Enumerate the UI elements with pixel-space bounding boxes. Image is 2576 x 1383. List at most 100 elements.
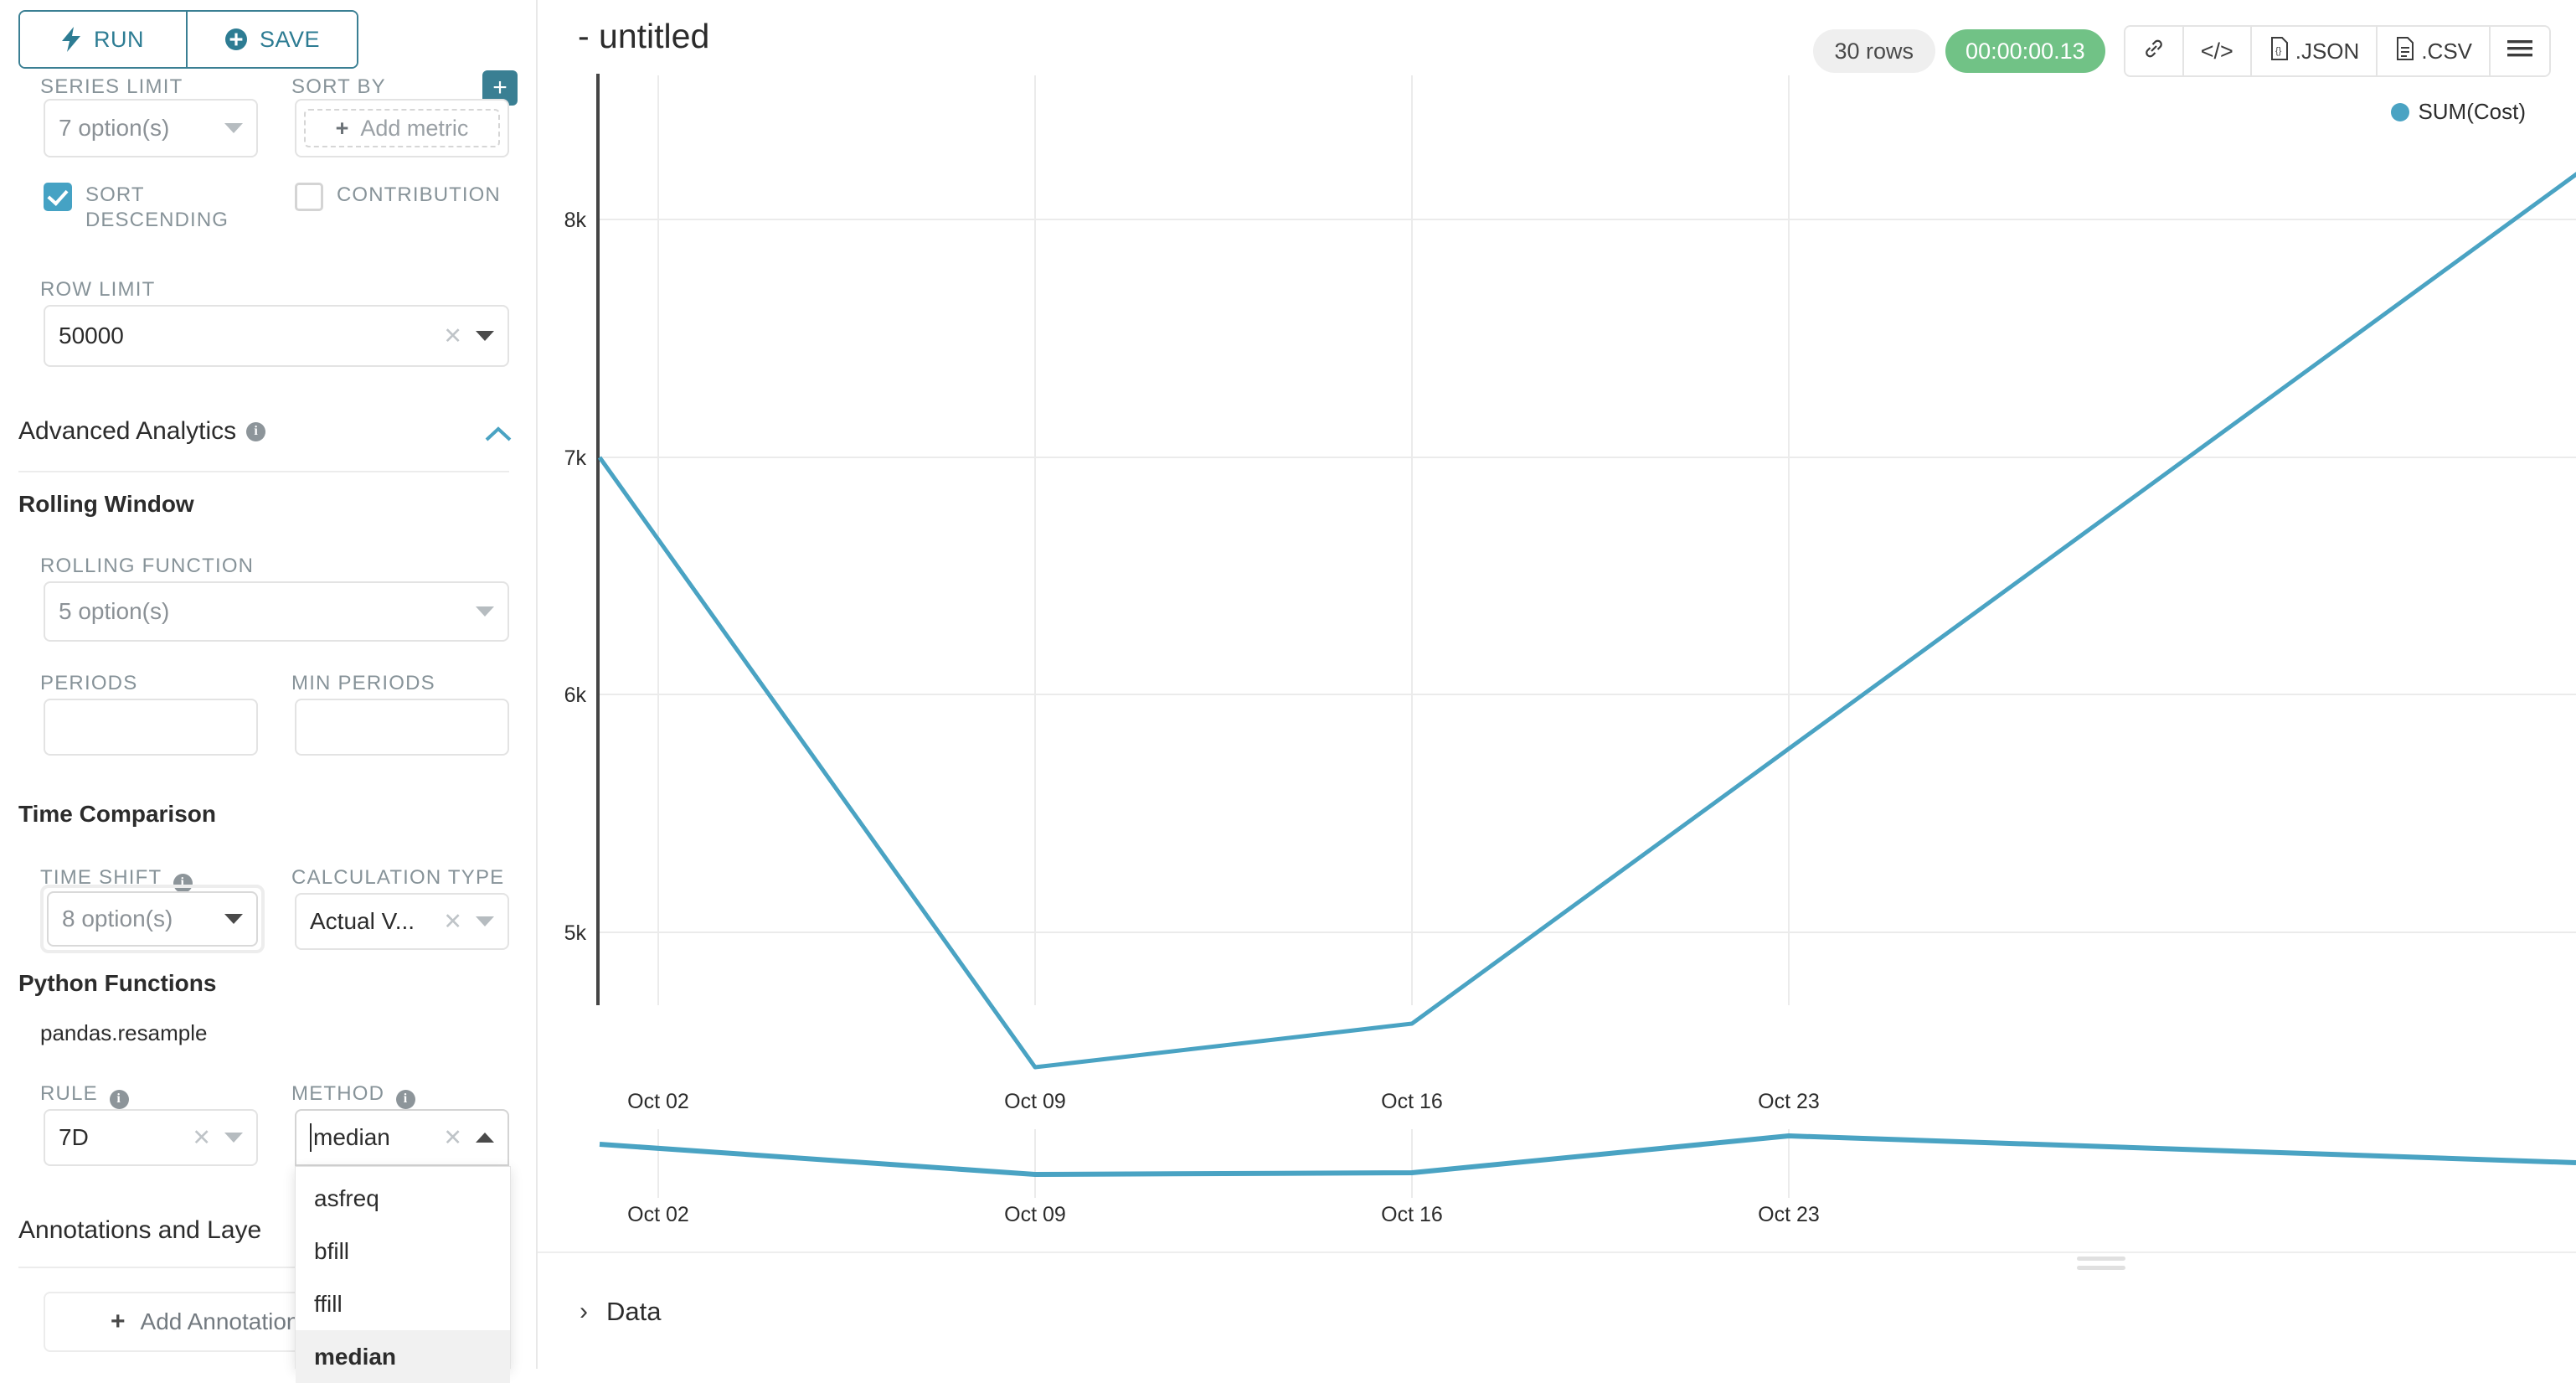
runtime-badge: 00:00:00.13	[1945, 29, 2105, 73]
y-gridlines	[598, 219, 2576, 933]
more-menu-button[interactable]	[2491, 27, 2549, 75]
chevron-up-icon	[476, 1133, 494, 1143]
x-gridlines	[657, 75, 1790, 1005]
chevron-up-icon[interactable]	[484, 426, 512, 447]
svg-text:Oct 02: Oct 02	[627, 1203, 689, 1226]
y-tick-labels: 8k 7k 6k 5k	[564, 209, 587, 945]
export-button-group: </> {} .JSON	[2123, 25, 2551, 77]
save-button-label: SAVE	[259, 26, 321, 52]
sort-descending-checkbox[interactable]: SORT DESCENDING	[44, 183, 261, 233]
chevron-down-icon	[224, 914, 243, 924]
copy-link-button[interactable]	[2125, 27, 2184, 75]
annotations-header[interactable]: Annotations and Laye	[18, 1216, 261, 1245]
series-limit-label: SERIES LIMIT	[40, 75, 183, 98]
info-icon[interactable]: i	[109, 1089, 129, 1109]
svg-text:Oct 23: Oct 23	[1758, 1203, 1820, 1226]
add-metric-placeholder: + Add metric	[304, 109, 500, 147]
control-panel: RUN SAVE SERIES LIMIT 7 option(s) SORT B…	[0, 0, 538, 1383]
time-shift-focus-ring	[40, 885, 265, 953]
bolt-icon	[62, 27, 82, 52]
clear-icon[interactable]: ✕	[443, 323, 462, 348]
chevron-down-icon	[224, 1133, 243, 1143]
info-icon[interactable]: i	[396, 1089, 416, 1109]
svg-text:{}: {}	[2275, 46, 2282, 56]
method-option-bfill[interactable]: bfill	[314, 1237, 350, 1264]
time-shift-select[interactable]: 8 option(s)	[47, 891, 258, 947]
method-select[interactable]: median ✕	[295, 1109, 509, 1166]
json-file-icon: {}	[2269, 36, 2290, 67]
svg-text:Oct 02: Oct 02	[627, 1090, 689, 1113]
rolling-window-title: Rolling Window	[18, 491, 194, 517]
checkbox-unchecked-icon	[295, 183, 323, 211]
series-limit-value: 7 option(s)	[59, 115, 170, 141]
series-limit-select[interactable]: 7 option(s)	[44, 99, 258, 157]
clear-icon[interactable]: ✕	[192, 1124, 211, 1150]
series-line-sum-cost	[597, 172, 2576, 1070]
x-tick-labels: Oct 02 Oct 09 Oct 16 Oct 23	[627, 1090, 1820, 1113]
pandas-resample-label: pandas.resample	[40, 1020, 208, 1045]
method-option-asfreq[interactable]: asfreq	[314, 1184, 379, 1211]
run-button[interactable]: RUN	[20, 12, 188, 67]
svg-text:7k: 7k	[564, 446, 587, 470]
method-option-ffill[interactable]: ffill	[314, 1290, 343, 1317]
chevron-down-icon	[224, 123, 243, 133]
advanced-analytics-header[interactable]: Advanced Analytics i	[18, 417, 266, 446]
link-icon	[2142, 37, 2166, 66]
svg-text:Oct 16: Oct 16	[1381, 1090, 1443, 1113]
data-panel-header[interactable]: › Data	[538, 1251, 2576, 1370]
overview-chart-svg: Oct 02 Oct 09 Oct 16 Oct 23	[599, 1129, 2576, 1226]
plus-icon: +	[111, 1308, 126, 1335]
rule-label-text: RULE	[40, 1082, 98, 1105]
checkbox-checked-icon	[44, 183, 72, 211]
info-icon[interactable]: i	[246, 421, 266, 441]
chevron-down-icon	[476, 331, 494, 341]
calculation-type-label: CALCULATION TYPE	[291, 866, 505, 889]
contribution-label: CONTRIBUTION	[337, 183, 501, 206]
method-option-median[interactable]: median	[296, 1330, 510, 1383]
time-shift-value: 8 option(s)	[62, 906, 173, 931]
data-panel-label: Data	[606, 1297, 662, 1326]
min-periods-input[interactable]	[295, 699, 509, 756]
panel-resize-handle[interactable]	[2077, 1257, 2125, 1270]
clear-icon[interactable]: ✕	[443, 1124, 462, 1150]
rule-select[interactable]: 7D ✕	[44, 1109, 258, 1166]
csv-file-icon	[2394, 36, 2416, 67]
advanced-analytics-title: Advanced Analytics	[18, 417, 237, 445]
download-json-button[interactable]: {} .JSON	[2251, 27, 2378, 75]
method-value: median	[313, 1124, 390, 1150]
periods-input[interactable]	[44, 699, 258, 756]
section-divider	[18, 1267, 509, 1268]
code-icon: </>	[2200, 38, 2233, 64]
line-chart-svg: 8k 7k 6k 5k Oct 02 Oct 09 Oct 16 Oct 23	[564, 74, 2576, 1113]
annotations-title: Annotations and Laye	[18, 1216, 262, 1244]
plot-canvas: 8k 7k 6k 5k Oct 02 Oct 09 Oct 16 Oct 23	[538, 0, 2576, 1369]
run-button-label: RUN	[94, 26, 144, 52]
chart-legend[interactable]: SUM(Cost)	[2391, 99, 2526, 125]
svg-text:Oct 09: Oct 09	[1004, 1203, 1066, 1226]
handle-bar	[2077, 1266, 2125, 1270]
clear-icon[interactable]: ✕	[443, 908, 462, 934]
row-limit-select[interactable]: 50000 ✕	[44, 305, 509, 367]
sort-by-drop-area[interactable]: + Add metric	[295, 99, 509, 157]
rolling-function-value: 5 option(s)	[59, 598, 170, 624]
download-csv-button[interactable]: .CSV	[2378, 27, 2491, 75]
view-query-button[interactable]: </>	[2183, 27, 2252, 75]
calculation-type-select[interactable]: Actual V... ✕	[295, 893, 509, 950]
section-divider	[18, 471, 509, 472]
plus-circle-icon	[224, 28, 248, 51]
contribution-checkbox[interactable]: CONTRIBUTION	[295, 183, 501, 211]
svg-text:Oct 23: Oct 23	[1758, 1090, 1820, 1113]
sort-descending-label: SORT DESCENDING	[85, 183, 229, 231]
rolling-function-select[interactable]: 5 option(s)	[44, 581, 509, 642]
rolling-function-label: ROLLING FUNCTION	[40, 555, 255, 577]
chevron-down-icon	[476, 916, 494, 926]
chart-area: - untitled 30 rows 00:00:00.13 </>	[538, 0, 2576, 1369]
min-periods-label: MIN PERIODS	[291, 672, 435, 694]
svg-text:Oct 09: Oct 09	[1004, 1090, 1066, 1113]
overview-brush-chart[interactable]: Oct 02 Oct 09 Oct 16 Oct 23	[538, 1114, 2576, 1248]
python-functions-title: Python Functions	[18, 970, 217, 996]
method-dropdown-menu[interactable]: asfreq bfill ffill median	[295, 1166, 511, 1383]
save-button[interactable]: SAVE	[188, 12, 357, 67]
chart-title[interactable]: - untitled	[578, 17, 710, 55]
